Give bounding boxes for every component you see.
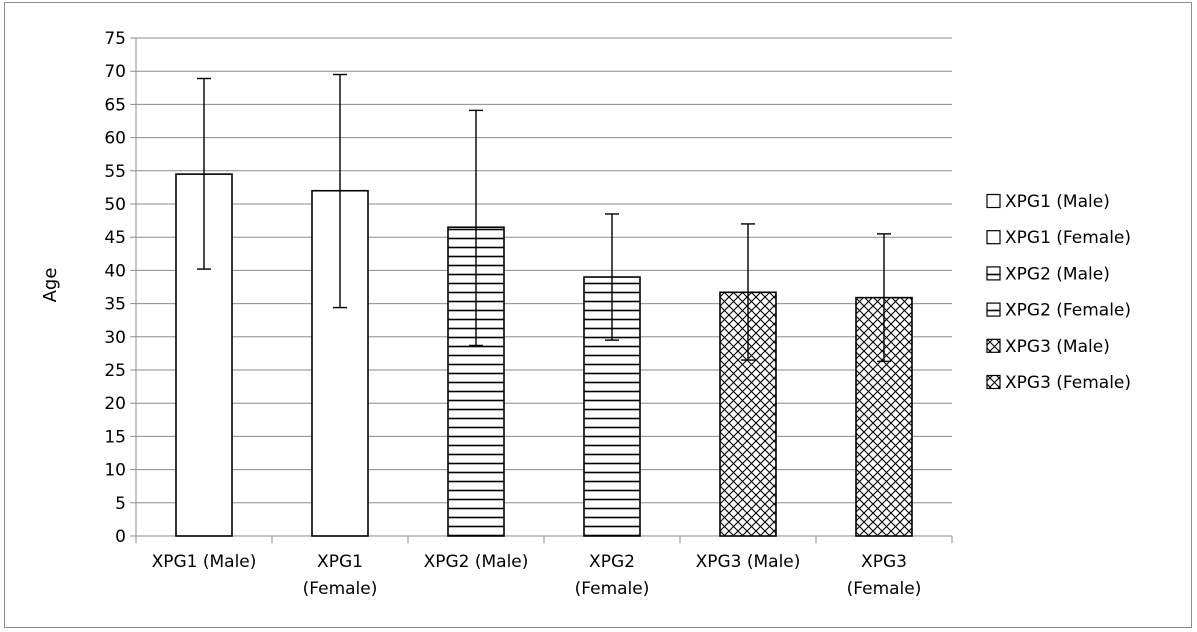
legend-swatch <box>986 230 1001 245</box>
legend-label: XPG1 (Male) <box>1005 192 1110 212</box>
legend-swatch <box>986 302 1001 317</box>
y-tick-label: 65 <box>104 95 126 115</box>
legend: XPG1 (Male) XPG1 (Female) XPG2 (Male) XPG2 … <box>986 192 1131 393</box>
x-tick-label: XPG3 (Male) <box>696 552 801 572</box>
legend-swatch <box>986 374 1001 390</box>
gridlines <box>136 37 952 504</box>
legend-label: XPG3 (Female) <box>1005 373 1131 393</box>
y-tick-label: 25 <box>104 361 126 381</box>
y-tick-label: 60 <box>104 129 126 149</box>
y-tick-label: 10 <box>104 461 126 481</box>
x-tick-label: XPG2 (Male) <box>424 552 529 572</box>
y-tick-label: 75 <box>104 29 126 49</box>
legend-label: XPG2 (Female) <box>1005 301 1131 321</box>
bars <box>175 173 913 537</box>
legend-label: XPG2 (Male) <box>1005 264 1110 284</box>
y-tick-label: 50 <box>104 195 126 215</box>
legend-swatch <box>986 266 1001 281</box>
axes <box>130 37 953 543</box>
y-tick-label: 15 <box>104 427 126 447</box>
y-tick-label: 40 <box>104 261 126 281</box>
x-tick-label: XPG1 (Male) <box>152 552 257 572</box>
y-tick-label: 30 <box>104 328 126 348</box>
y-tick-label: 55 <box>104 162 126 182</box>
x-tick-label: XPG1 (Female) <box>303 552 378 599</box>
x-tick-label: XPG3 (Female) <box>847 552 922 599</box>
legend-swatch <box>986 338 1001 353</box>
legend-label: XPG1 (Female) <box>1005 228 1131 248</box>
legend-label: XPG3 (Male) <box>1005 337 1110 357</box>
y-tick-label: 20 <box>104 394 126 414</box>
error-bars <box>197 73 891 363</box>
y-tick-label: 35 <box>104 295 126 315</box>
x-tick-label: XPG2 (Female) <box>575 552 650 599</box>
y-tick-label: 45 <box>104 228 126 248</box>
y-tick-label: 5 <box>115 494 126 514</box>
legend-swatch <box>986 193 1001 209</box>
y-tick-label: 70 <box>104 62 126 82</box>
axis-labels: 0 5 10 15 20 25 30 35 40 45 50 55 60 65 70 75 XPG1 (Male… <box>104 29 921 599</box>
y-axis-title: Age <box>40 268 61 303</box>
y-tick-label: 0 <box>115 527 126 547</box>
